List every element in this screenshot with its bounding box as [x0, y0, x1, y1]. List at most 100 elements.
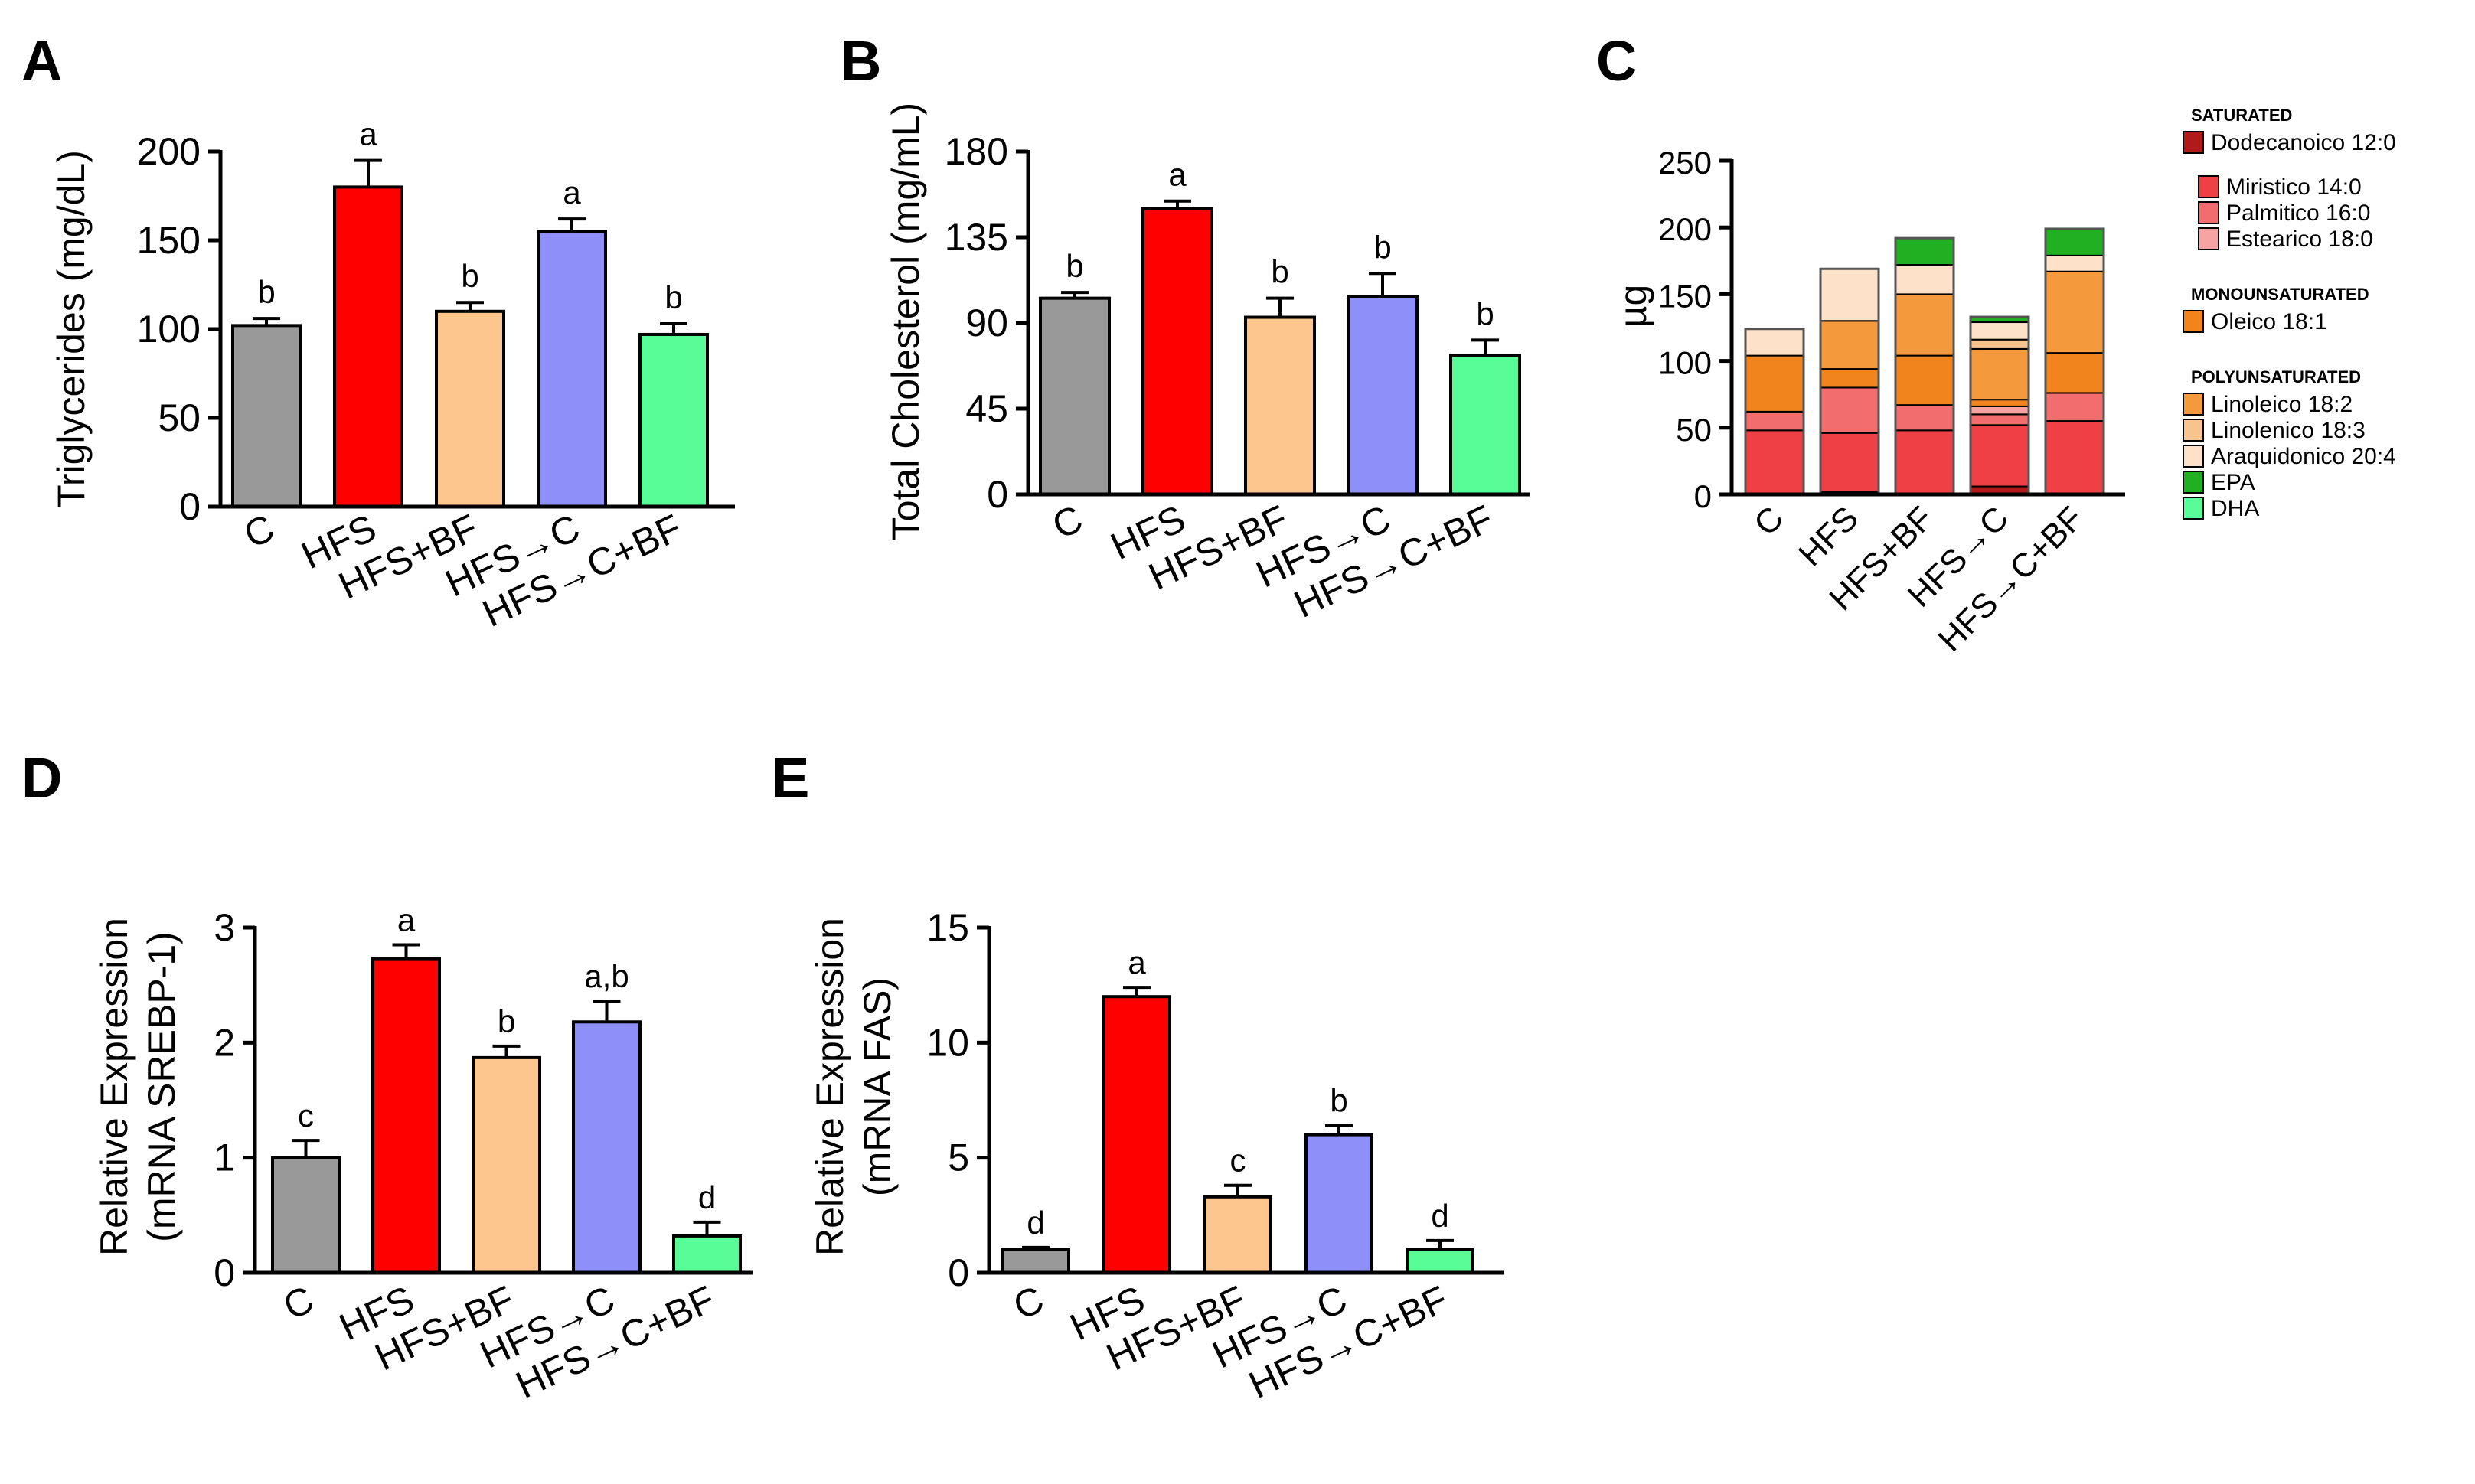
significance-letter: b: [1373, 229, 1391, 265]
stacked-segment: [1970, 347, 2029, 401]
panel-letter-d: D: [21, 746, 62, 810]
y-tick-label: 15: [926, 906, 969, 949]
y-tick-label: 180: [945, 130, 1008, 173]
y-tick-label: 5: [948, 1137, 969, 1179]
significance-letter: b: [1271, 254, 1288, 290]
significance-letter: d: [698, 1179, 716, 1215]
significance-letter: a: [1128, 944, 1146, 980]
bar: [672, 1234, 742, 1274]
bar: [537, 230, 607, 508]
bar: [472, 1055, 541, 1275]
bar: [1001, 1248, 1070, 1275]
legend-label: Miristico 14:0: [2226, 174, 2362, 200]
y-tick-label: 135: [945, 216, 1008, 259]
y-tick-label: 90: [965, 302, 1008, 344]
significance-letter: b: [1330, 1083, 1347, 1119]
y-tick-label: 2: [214, 1021, 235, 1064]
y-tick-label: 50: [1676, 412, 1712, 448]
bar: [1449, 354, 1521, 496]
y-tick-label: 100: [137, 308, 201, 351]
significance-letter: a: [359, 116, 377, 152]
chart-d: c a b a,b d 0 1 2 3 Relative Expression (mRNA SREB…: [93, 902, 753, 1407]
significance-letter: b: [664, 279, 682, 315]
stacked-segment: [1895, 429, 1954, 496]
stacked-segment: [1970, 405, 2029, 416]
significance-letter: a,b: [584, 958, 629, 994]
legend-swatch: [2183, 310, 2204, 333]
stacked-segment: [2045, 270, 2104, 354]
bar: [231, 324, 302, 508]
stacked-segment: [2045, 227, 2104, 256]
significance-letter: b: [1066, 248, 1083, 284]
stacked-segment: [1970, 413, 2029, 426]
stacked-segment: [1970, 338, 2029, 350]
stacked-segment: [1895, 404, 1954, 432]
panel-letter-e: E: [772, 746, 809, 810]
legend-label: EPA: [2211, 470, 2255, 495]
stacked-segment: [1820, 320, 1879, 370]
stacked-segment: [2045, 392, 2104, 422]
chart-e: d a c b d 0 5 10 15 Relative Expression (mRNA FAS)…: [808, 906, 1504, 1407]
legend-swatch: [2183, 419, 2204, 442]
significance-letter: b: [461, 258, 478, 294]
y-tick-label: 1: [214, 1137, 235, 1179]
significance-letter: a: [397, 902, 416, 938]
bar: [1406, 1248, 1474, 1275]
stacked-segment: [1970, 399, 2029, 407]
y-tick-label: 0: [987, 473, 1008, 516]
significance-letter: d: [1431, 1198, 1448, 1234]
legend-swatch: [2198, 201, 2219, 224]
bar: [1347, 295, 1419, 496]
stacked-segment: [1745, 328, 1804, 357]
panel-letter-a: A: [21, 29, 62, 93]
legend-swatch: [2183, 393, 2204, 416]
bar: [1304, 1133, 1373, 1274]
stacked-segment: [1745, 410, 1804, 432]
y-tick-label: 50: [158, 396, 201, 439]
y-tick-label: 45: [965, 387, 1008, 430]
bar: [271, 1156, 341, 1274]
y-tick-label: 10: [926, 1021, 969, 1064]
legend-swatch: [2183, 131, 2204, 154]
y-tick-label: 0: [948, 1251, 969, 1294]
legend-heading: SATURATED: [2191, 106, 2292, 125]
stacked-segment: [2045, 420, 2104, 496]
legend-label: Linolenico 18:3: [2211, 418, 2366, 443]
stacked-segment: [1745, 429, 1804, 496]
y-tick-label: 0: [214, 1251, 235, 1294]
bar: [1039, 296, 1111, 496]
bar: [371, 957, 441, 1274]
y-tick-label: 0: [179, 485, 201, 528]
y-tick-label: 200: [137, 130, 201, 173]
legend-heading: POLYUNSATURATED: [2191, 367, 2361, 386]
significance-letter: d: [1027, 1205, 1044, 1241]
legend-label: Estearico 18:0: [2226, 227, 2373, 252]
y-tick-label: 0: [1694, 478, 1712, 514]
legend-label: Linoleico 18:2: [2211, 392, 2353, 417]
significance-letter: c: [1230, 1143, 1246, 1179]
panel-letter-c: C: [1596, 29, 1637, 93]
legend-swatch: [2198, 175, 2219, 198]
stacked-segment: [1895, 237, 1954, 266]
stacked-segment: [1820, 268, 1879, 322]
stacked-segment: [1895, 293, 1954, 357]
stacked-segment: [1820, 386, 1879, 434]
y-tick-label: 3: [214, 906, 235, 949]
x-tick-label: C: [237, 506, 280, 556]
bar: [1244, 315, 1316, 496]
y-tick-label: 150: [1658, 278, 1712, 314]
legend-swatch: [2183, 497, 2204, 520]
y-tick-label: 150: [137, 219, 201, 262]
y-tick-label: 100: [1658, 345, 1712, 381]
y-axis-label: Relative Expression (mRNA SREBP-1): [93, 918, 183, 1256]
bar: [333, 185, 403, 508]
significance-letter: a: [1168, 157, 1187, 193]
significance-letter: b: [498, 1003, 515, 1039]
stacked-segment: [2045, 254, 2104, 272]
bar: [435, 309, 505, 508]
stacked-segment: [1895, 264, 1954, 295]
